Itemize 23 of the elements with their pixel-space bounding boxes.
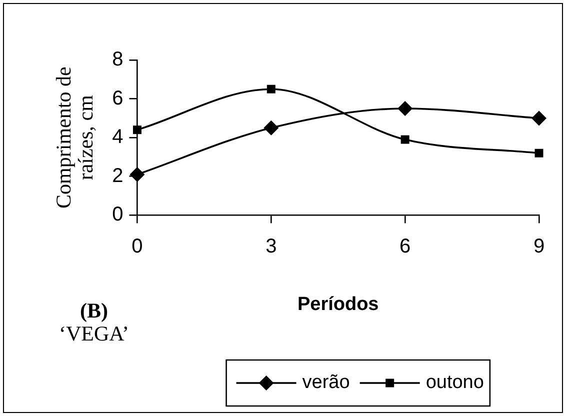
point bbox=[266, 84, 276, 94]
x-tick-label: 0 bbox=[132, 236, 143, 258]
point bbox=[132, 126, 142, 134]
legend-label: outono bbox=[426, 372, 484, 394]
point bbox=[400, 135, 410, 144]
legend-label: verão bbox=[302, 372, 350, 394]
point bbox=[130, 166, 145, 182]
y-tick-label: 8 bbox=[112, 48, 124, 71]
y-tick-label: 4 bbox=[112, 126, 124, 148]
x-axis-title: Períodos bbox=[297, 294, 379, 315]
y-tick-label: 2 bbox=[112, 164, 124, 187]
x-tick-label: 6 bbox=[400, 236, 411, 258]
y-tick-label: 0 bbox=[112, 204, 124, 226]
y-axis-title: Comprimento de raízes, cm bbox=[52, 66, 98, 208]
point bbox=[532, 110, 546, 126]
point bbox=[264, 120, 279, 136]
x-tick-label: 3 bbox=[266, 236, 277, 258]
text: ‘VEGA’ bbox=[59, 322, 129, 346]
y-tick-label: 6 bbox=[112, 87, 124, 110]
point bbox=[534, 148, 544, 158]
point bbox=[398, 101, 413, 116]
x-tick-label: 9 bbox=[533, 236, 545, 258]
text: (B) bbox=[80, 298, 108, 322]
